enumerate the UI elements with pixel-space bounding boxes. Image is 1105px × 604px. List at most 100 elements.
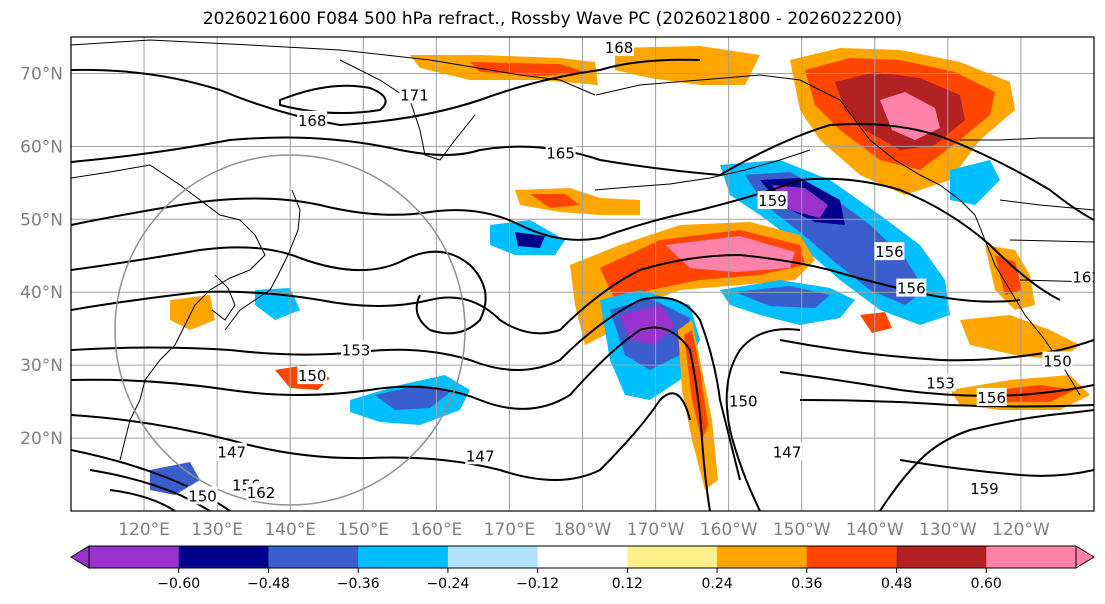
longitude-label: 130°E <box>191 520 243 540</box>
anomaly-central-negative-mid <box>375 385 450 410</box>
graticule <box>71 37 1094 511</box>
contour-label-background <box>297 110 328 129</box>
contour-label: 150 <box>188 487 217 505</box>
contour-156 <box>71 253 1021 335</box>
colorbar-segment <box>358 546 449 568</box>
longitude-label: 160°W <box>700 520 758 540</box>
coastline-korea <box>211 274 236 321</box>
contour-label: 162 <box>1072 269 1101 287</box>
colorbar-segment <box>717 546 808 568</box>
contour-label: 156 <box>875 243 904 261</box>
refractivity-shading <box>150 46 1090 495</box>
contour-label-background <box>545 143 576 162</box>
coastline-alaska <box>595 74 961 201</box>
contour-label: 150 <box>298 367 327 385</box>
colorbar: −0.60 −0.48 −0.36 −0.24 −0.12 0.12 0.24 0.36 0.4… <box>70 545 1095 592</box>
contour-153 <box>71 296 741 481</box>
contour-label-background <box>604 37 635 56</box>
contour-label-background <box>245 482 276 501</box>
reference-circle <box>114 154 466 506</box>
colorbar-segment <box>896 546 987 568</box>
contour-label: 147 <box>466 447 495 465</box>
anomaly-bc-negative <box>950 160 1000 205</box>
longitude-label: 120°E <box>118 520 170 540</box>
anomaly-aleutian-east-positive <box>860 312 892 333</box>
contour-label: 168 <box>298 112 327 130</box>
contour-168-north <box>71 58 701 127</box>
contour-150 <box>71 326 711 511</box>
colorbar-extend-high <box>1075 545 1095 569</box>
colorbar-tick-label: −0.24 <box>426 576 469 592</box>
latitude-label: 30°N <box>20 356 63 376</box>
contour-label: 171 <box>400 86 429 104</box>
anomaly-japan-negative-mid <box>515 232 545 248</box>
coastline-kamchatka <box>339 59 476 161</box>
coastline-asia <box>71 164 266 461</box>
contour-162 <box>71 177 1061 301</box>
anomaly-alaska-peak <box>880 92 940 140</box>
contour-label-background <box>1071 267 1094 286</box>
colorbar-segment <box>627 546 718 568</box>
contour-label-background <box>772 442 803 461</box>
contour-label-background <box>465 446 496 465</box>
colorbar-tick-label: 0.36 <box>791 576 822 592</box>
anomaly-baja-positive <box>960 315 1080 360</box>
anomaly-china-positive <box>170 295 215 330</box>
latitude-label: 40°N <box>20 283 63 303</box>
contour-label: 150 <box>1094 414 1105 432</box>
latitude-label: 60°N <box>20 137 63 157</box>
colorbar-segment <box>178 546 269 568</box>
contour-label: 165 <box>546 145 575 163</box>
colorbar-tick-label: −0.36 <box>337 576 380 592</box>
latitude-label: 50°N <box>20 210 63 230</box>
contour-labels: 1681711681651591651561621561531501501531… <box>187 37 1105 505</box>
map-frame <box>70 36 1095 512</box>
coastline-canada-border <box>960 137 1094 141</box>
colorbar-tick-label: −0.60 <box>157 576 200 592</box>
colorbar-segment <box>268 546 359 568</box>
longitude-label: 160°E <box>411 520 463 540</box>
colorbar-tick-label: 0.60 <box>971 576 1002 592</box>
colorbar-segment <box>806 546 898 568</box>
chart-title: 2026021600 F084 500 hPa refract., Rossby… <box>202 9 903 29</box>
colorbar-tick-label: −0.12 <box>516 576 559 592</box>
reference-circle-outline <box>114 154 466 506</box>
contour-label: 153 <box>342 342 371 360</box>
colorbar-extend-low <box>70 545 90 569</box>
coastline-aleutians <box>594 149 811 191</box>
longitude-label: 170°W <box>627 520 685 540</box>
contour-label-background <box>969 479 1000 498</box>
contour-label: 147 <box>773 444 802 462</box>
latitude-axis: 70°N 60°N 50°N 40°N 30°N 20°N <box>20 64 63 449</box>
contour-label: 156 <box>897 280 926 298</box>
coastline-japan <box>224 189 301 331</box>
contour-label-background <box>340 340 371 359</box>
contour-trough-east <box>725 328 801 511</box>
contour-label-background <box>728 391 759 410</box>
anomaly-aleutian-positive-mid <box>530 194 580 208</box>
contour-label-background <box>976 387 1007 406</box>
contour-label: 162 <box>247 484 276 502</box>
contour-label: 153 <box>926 374 955 392</box>
longitude-label: 120°W <box>992 520 1050 540</box>
longitude-label: 150°E <box>337 520 389 540</box>
contour-label-background <box>1042 351 1073 370</box>
anomaly-midlat-negative-mid <box>735 286 830 308</box>
contour-label-background <box>925 373 956 392</box>
contour-label-background <box>216 442 247 461</box>
colorbar-segment <box>89 546 180 568</box>
longitude-axis: 120°E 130°E 140°E 150°E 160°E 170°E 180°W 170°W… <box>118 520 1050 540</box>
colorbar-segment <box>447 546 539 568</box>
contour-159 <box>71 246 487 335</box>
colorbar-segment <box>537 546 628 568</box>
longitude-label: 140°W <box>846 520 904 540</box>
contour-label-background <box>399 85 430 104</box>
contour-label: 159 <box>758 192 787 210</box>
contour-label-background <box>896 278 927 297</box>
contour-147-east <box>899 459 1094 477</box>
anomaly-siberia-mid <box>470 62 585 76</box>
map-plot-area: 1681711681651591651561621561531501501531… <box>71 37 1105 511</box>
anomaly-chukotka <box>615 46 760 85</box>
contour-label-background <box>187 486 218 505</box>
